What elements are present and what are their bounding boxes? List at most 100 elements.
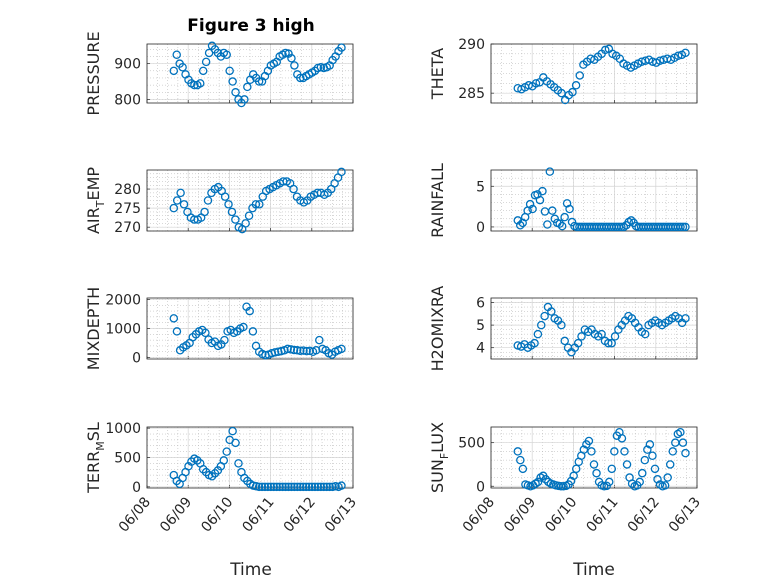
data-point [579,445,589,454]
y-tick-label: 285 [458,86,485,102]
data-point [548,206,557,215]
data-point [228,426,237,436]
data-point [566,476,576,486]
data-point [263,482,273,492]
data-point [557,221,567,231]
data-point [169,66,179,76]
x-tick-label: 06/12 [625,494,663,535]
x-tick-label: 06/13 [666,494,704,535]
data-point [648,451,657,461]
data-point [179,200,189,209]
data-point [286,345,296,354]
data-point [676,222,685,232]
y-axis-label: RAINFALL [428,163,447,238]
data-point [243,82,252,92]
subplot-air_temp: 270 275 280 AIRTEMP [84,167,354,236]
data-point [640,455,650,465]
y-tick-label: 4 [476,341,485,357]
subplot-pressure: 800 900 PRESSURE [84,31,354,116]
data-point [241,219,250,228]
data-point [518,464,528,474]
y-tick-label: 0 [132,351,141,367]
data-point [626,216,636,225]
data-point [292,346,302,355]
y-axis-label-tail: SL [84,422,103,441]
y-tick-label: 5 [476,318,485,334]
data-point [200,207,209,217]
y-axis-label-subscript: F [438,453,451,459]
data-point [547,307,556,316]
data-point [251,200,261,209]
data-point [275,482,284,492]
data-point [240,95,249,104]
y-axis-label-subscript: T [94,200,107,208]
subplot-sun_flux: 06/08 06/09 06/10 06/11 06/12 06/13 0 500 SUNFLU… [428,422,704,536]
y-tick-label: 0 [476,220,485,236]
data-point [257,482,267,492]
data-point [650,464,660,474]
x-tick-label: 06/08 [460,494,498,535]
data-point [293,482,302,492]
data-point [322,482,332,492]
data-point [227,207,237,217]
data-point [313,482,323,492]
y-axis-label-tail: EMP [84,167,103,201]
y-axis-label-main: H2OMIXRA [428,286,447,372]
data-point [678,222,688,232]
data-point [653,475,662,484]
data-point [533,477,543,487]
data-point [203,196,213,205]
data-point [678,438,688,447]
subplot-theta: 285 290 THETA [428,37,698,105]
data-point [592,468,601,478]
data-point [231,438,240,448]
data-point [337,167,346,177]
x-axis-label-right: Time [572,560,615,580]
data-point [610,447,619,456]
y-tick-label: 2000 [105,292,141,308]
y-axis-label-main: AIR [84,207,103,234]
x-tick-label: 06/09 [501,494,539,535]
y-axis-label-main: MIXDEPTH [84,287,103,370]
data-point [231,88,240,97]
data-point [528,204,537,214]
subplot-terr_msl: 06/08 06/09 06/10 06/11 06/12 06/13 0 500 1000TE… [84,421,360,535]
data-point [537,320,546,330]
data-point [681,222,690,232]
data-point [337,43,346,52]
data-point [584,436,594,446]
data-point [627,479,637,488]
data-point [260,482,270,492]
y-axis-label: H2OMIXRA [428,286,447,372]
data-point [533,329,543,339]
axes-box [146,169,354,232]
data-point [665,460,675,469]
data-point [560,336,569,346]
data-point [272,482,281,492]
x-axis-label-left: Time [229,560,272,580]
y-axis-label: SUNFLUX [428,422,451,493]
y-axis-label-main: THETA [428,48,447,100]
data-point [577,332,586,341]
data-point [601,45,610,55]
data-point [296,346,305,356]
y-tick-label: 500 [458,436,485,452]
data-point [589,460,599,469]
data-point [287,482,296,492]
data-point [255,200,264,209]
data-point [316,482,326,492]
y-axis-label-main: SUN [428,459,447,493]
data-point [587,447,596,456]
data-point [545,167,555,176]
data-point [266,482,276,492]
data-point [325,482,334,492]
data-point [560,212,569,222]
data-point [513,216,523,225]
y-tick-label: 1000 [105,322,141,338]
y-tick-label: 0 [132,480,141,496]
y-axis-label: TERRMSL [84,422,107,494]
data-point [555,219,564,228]
x-tick-label: 06/09 [157,494,195,535]
data-point [575,71,585,80]
